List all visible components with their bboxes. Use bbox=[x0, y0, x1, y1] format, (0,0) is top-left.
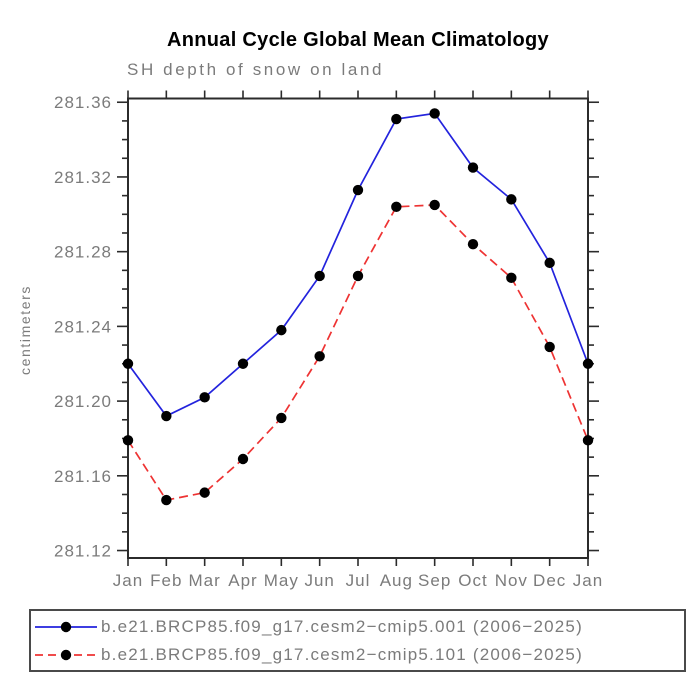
data-point-marker bbox=[391, 201, 402, 213]
data-point-marker bbox=[544, 257, 555, 269]
data-point-marker bbox=[237, 453, 249, 465]
legend-entry-series-1: b.e21.BRCP85.f09_g17.cesm2−cmip5.001 (20… bbox=[31, 613, 684, 641]
data-point-marker bbox=[544, 341, 555, 353]
y-tick-label: 281.32 bbox=[54, 168, 112, 187]
legend-entry-series-2: b.e21.BRCP85.f09_g17.cesm2−cmip5.101 (20… bbox=[31, 641, 684, 669]
data-point-marker bbox=[122, 435, 134, 446]
y-tick-label: 281.20 bbox=[54, 392, 112, 411]
plot-frame bbox=[127, 97, 589, 559]
legend-label-series-2: b.e21.BRCP85.f09_g17.cesm2−cmip5.101 (20… bbox=[101, 644, 583, 664]
x-tick-label: Aug bbox=[380, 571, 413, 590]
data-point-marker bbox=[161, 494, 172, 506]
data-point-marker bbox=[582, 358, 594, 369]
x-tick-label: Sep bbox=[418, 571, 451, 590]
legend-marker-dot bbox=[60, 621, 72, 632]
data-point-marker bbox=[582, 435, 594, 446]
y-tick-label: 281.28 bbox=[54, 243, 112, 262]
data-point-marker bbox=[237, 358, 249, 369]
data-point-marker bbox=[352, 184, 364, 196]
y-tick-label: 281.36 bbox=[54, 93, 112, 112]
data-point-marker bbox=[352, 270, 364, 282]
data-point-marker bbox=[429, 199, 440, 211]
x-tick-label: Jun bbox=[304, 571, 334, 590]
legend-label-series-1: b.e21.BRCP85.f09_g17.cesm2−cmip5.001 (20… bbox=[101, 616, 583, 636]
y-tick-label: 281.24 bbox=[54, 317, 112, 336]
chart-subtitle: SH depth of snow on land bbox=[127, 60, 385, 79]
legend-line-sample-solid bbox=[35, 621, 97, 632]
y-tick-label: 281.16 bbox=[54, 467, 112, 486]
data-point-marker bbox=[122, 358, 134, 369]
x-tick-label: Jul bbox=[346, 571, 371, 590]
data-point-marker bbox=[467, 238, 479, 250]
series-line-2 bbox=[127, 204, 589, 502]
annual-cycle-line-chart: Jan Feb Mar Apr May Jun Jul Aug Sep Oct Nov Dec Jan2… bbox=[54, 90, 603, 590]
data-point-marker bbox=[314, 351, 325, 362]
x-tick-label: Apr bbox=[228, 571, 257, 590]
data-point-marker bbox=[314, 270, 325, 282]
data-point-marker bbox=[199, 392, 210, 403]
data-point-marker bbox=[199, 487, 210, 498]
chart-legend: b.e21.BRCP85.f09_g17.cesm2−cmip5.001 (20… bbox=[29, 609, 686, 672]
x-tick-label: Feb bbox=[150, 571, 182, 590]
chart-title: Annual Cycle Global Mean Climatology bbox=[167, 29, 549, 51]
data-point-marker bbox=[276, 324, 287, 336]
data-point-marker bbox=[506, 272, 517, 284]
data-point-marker bbox=[429, 108, 440, 119]
x-tick-label: Jan bbox=[113, 571, 143, 590]
legend-line-sample-dashed bbox=[35, 649, 97, 660]
x-tick-label: Jan bbox=[573, 571, 603, 590]
data-point-marker bbox=[276, 412, 287, 424]
x-tick-label: May bbox=[264, 571, 299, 590]
x-tick-label: Nov bbox=[495, 571, 528, 590]
x-tick-label: Dec bbox=[533, 571, 566, 590]
x-tick-label: Oct bbox=[458, 571, 487, 590]
series-line-1 bbox=[127, 112, 589, 418]
data-point-marker bbox=[161, 410, 172, 422]
x-tick-label: Mar bbox=[189, 571, 221, 590]
data-point-marker bbox=[506, 194, 517, 205]
data-point-marker bbox=[467, 162, 479, 173]
y-tick-label: 281.12 bbox=[54, 542, 112, 561]
data-point-marker bbox=[391, 113, 402, 125]
legend-marker-dot bbox=[60, 649, 72, 660]
